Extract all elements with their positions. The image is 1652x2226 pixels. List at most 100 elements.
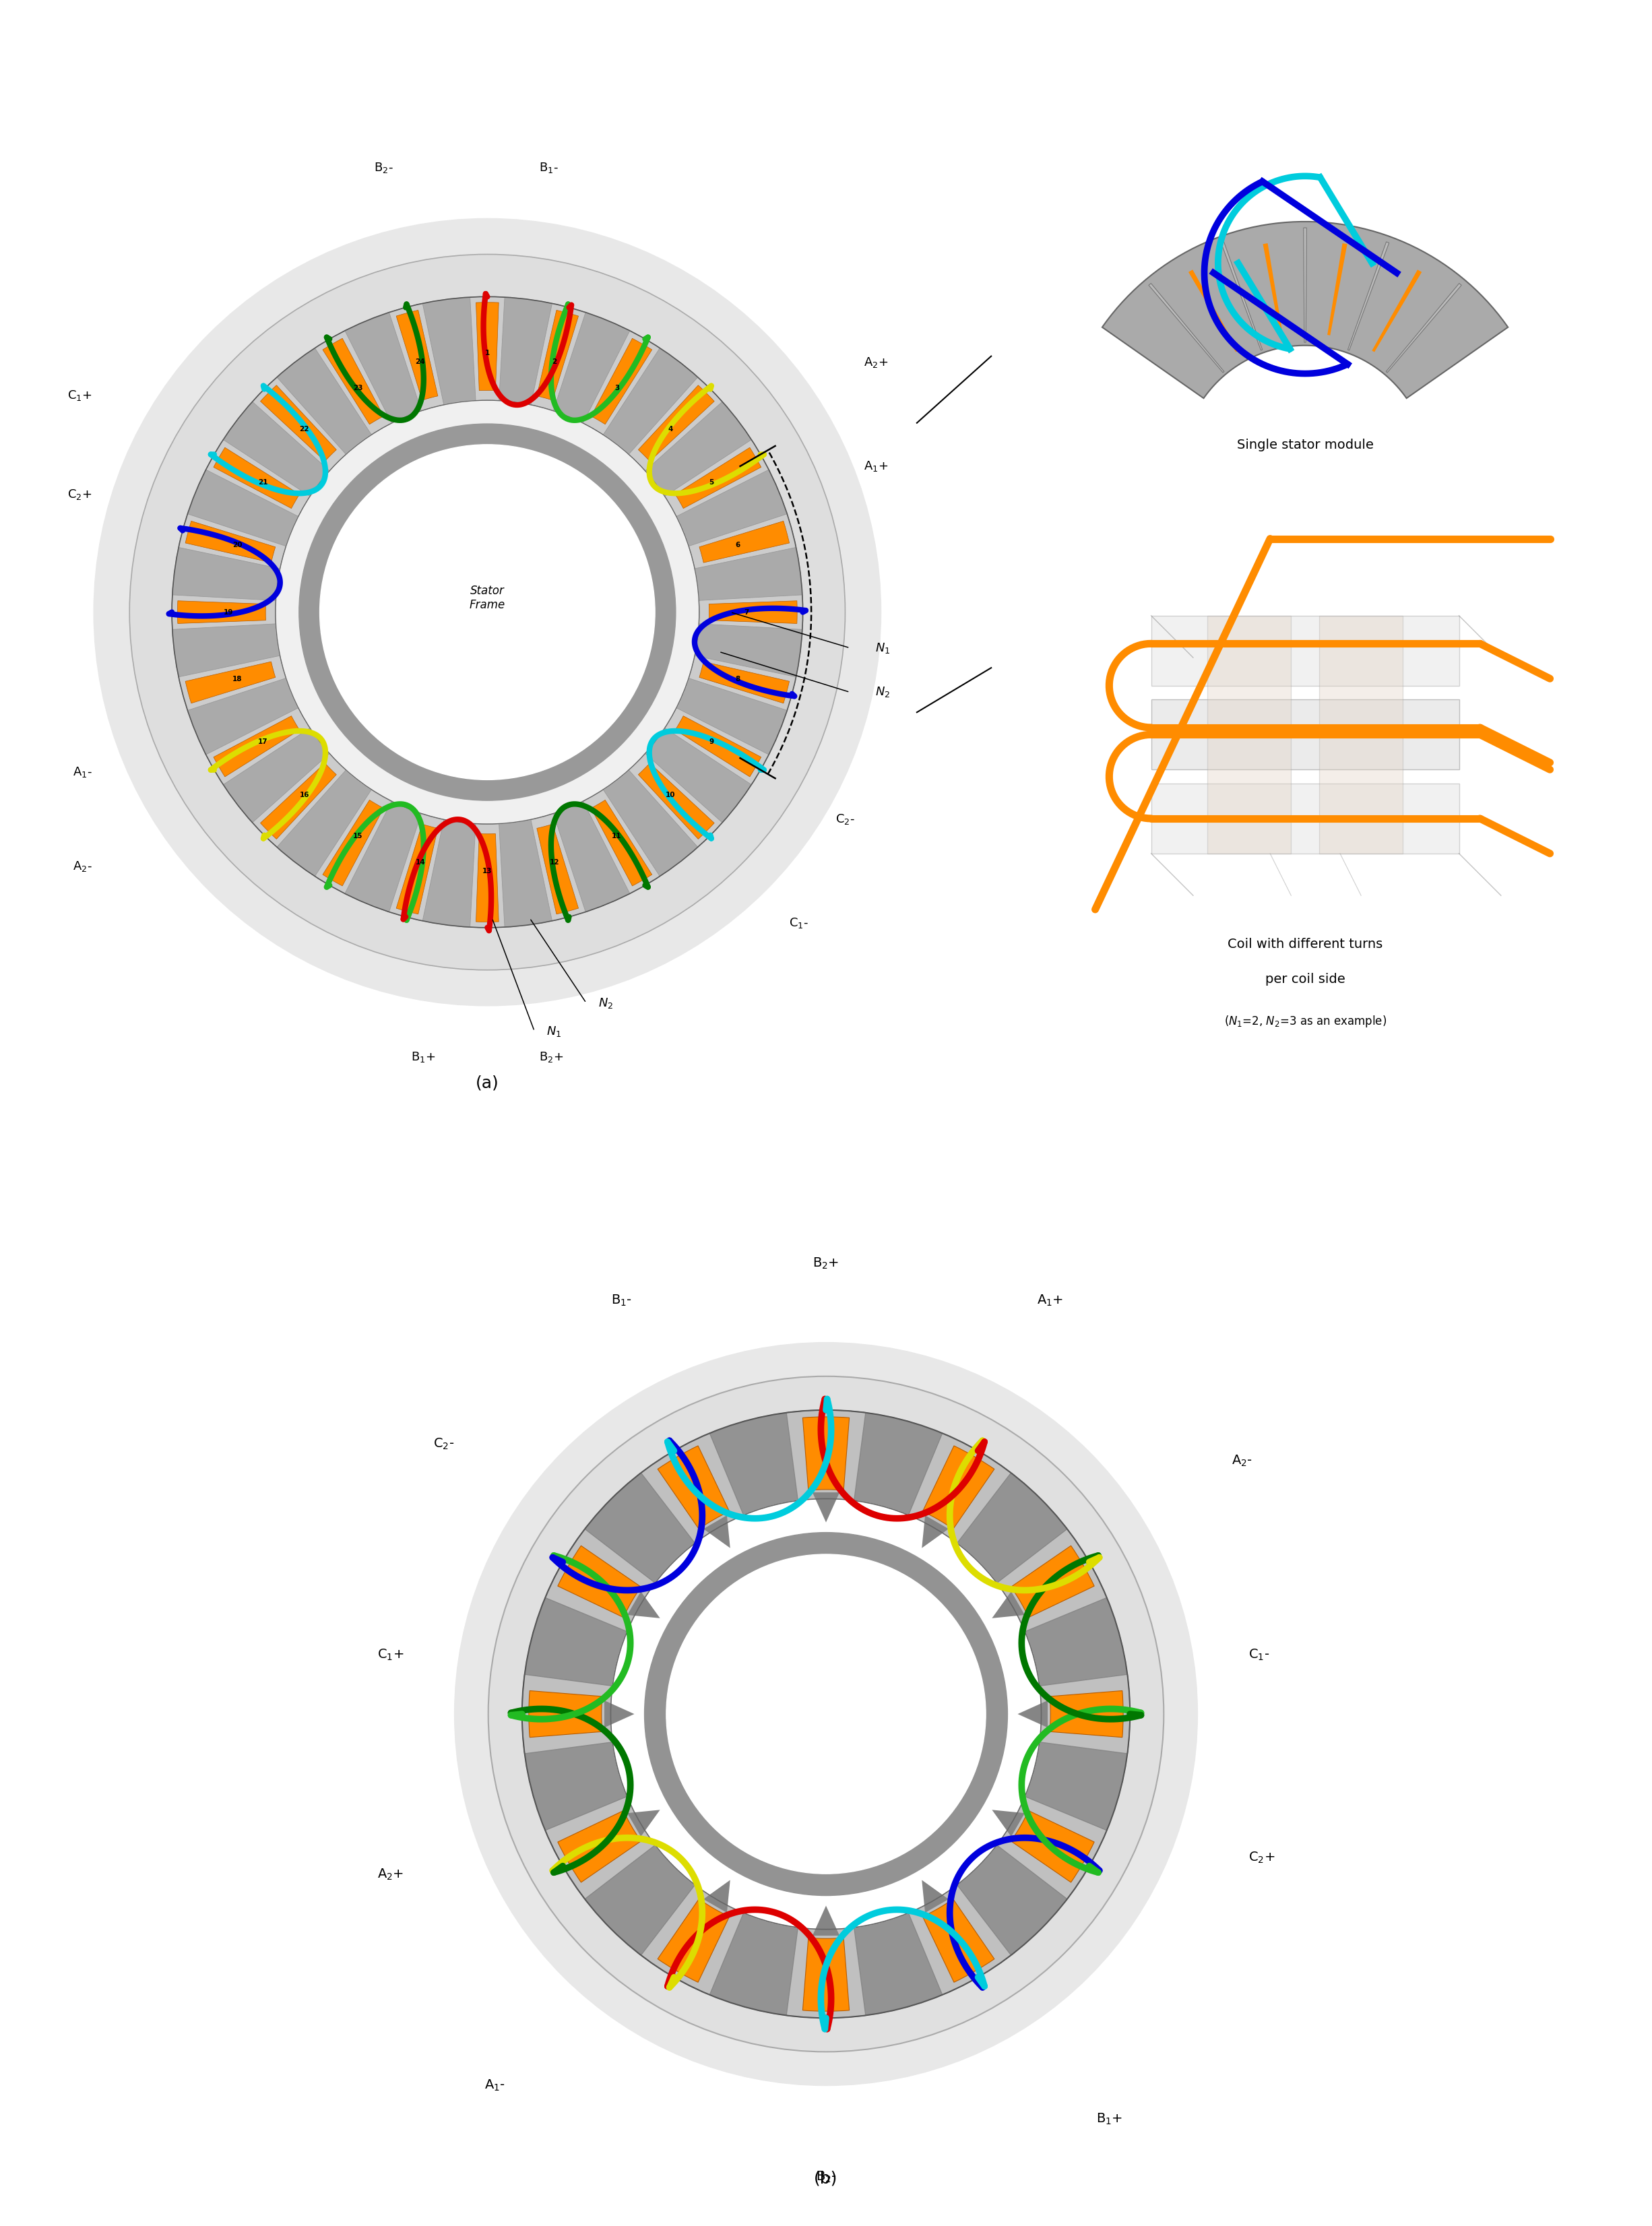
Text: (b): (b) xyxy=(814,2170,838,2186)
Polygon shape xyxy=(605,1701,634,1727)
Text: 5: 5 xyxy=(709,479,714,485)
Text: C$_2$+: C$_2$+ xyxy=(68,487,93,501)
Text: 4: 4 xyxy=(667,425,672,432)
Wedge shape xyxy=(261,764,337,839)
Wedge shape xyxy=(657,1445,729,1529)
Circle shape xyxy=(666,1554,986,1874)
Wedge shape xyxy=(1049,1692,1123,1736)
Wedge shape xyxy=(261,385,337,461)
Polygon shape xyxy=(1221,243,1262,349)
Wedge shape xyxy=(476,303,499,390)
Wedge shape xyxy=(172,594,276,630)
Wedge shape xyxy=(537,309,578,401)
Polygon shape xyxy=(991,1810,1024,1836)
Wedge shape xyxy=(638,764,714,839)
Wedge shape xyxy=(629,755,722,848)
Wedge shape xyxy=(689,514,796,568)
Wedge shape xyxy=(177,601,266,623)
Wedge shape xyxy=(253,376,345,470)
Wedge shape xyxy=(178,514,286,568)
Wedge shape xyxy=(676,447,762,508)
Wedge shape xyxy=(206,708,311,784)
Text: B$_2$+: B$_2$+ xyxy=(813,1255,839,1271)
Text: 19: 19 xyxy=(223,608,233,617)
Wedge shape xyxy=(558,1810,641,1883)
Wedge shape xyxy=(803,1416,849,1489)
Text: B$_1$-: B$_1$- xyxy=(611,1293,631,1307)
Wedge shape xyxy=(786,1928,866,2019)
Wedge shape xyxy=(537,824,578,915)
Wedge shape xyxy=(213,717,299,777)
Wedge shape xyxy=(185,521,276,563)
Text: A$_1$+: A$_1$+ xyxy=(1037,1293,1064,1307)
Wedge shape xyxy=(476,835,499,922)
Wedge shape xyxy=(530,303,585,412)
Circle shape xyxy=(611,1498,1041,1930)
Wedge shape xyxy=(699,594,803,630)
Wedge shape xyxy=(316,332,392,434)
Text: A$_2$+: A$_2$+ xyxy=(377,1868,403,1881)
Text: 12: 12 xyxy=(550,859,560,866)
Text: 20: 20 xyxy=(233,541,243,548)
Text: 2: 2 xyxy=(552,358,557,365)
Text: A$_1$-: A$_1$- xyxy=(73,766,93,779)
Polygon shape xyxy=(1303,227,1307,343)
Wedge shape xyxy=(471,824,504,928)
Text: C$_2$+: C$_2$+ xyxy=(1249,1850,1275,1865)
Polygon shape xyxy=(922,1881,948,1912)
Text: A$_2$-: A$_2$- xyxy=(1231,1454,1252,1467)
Polygon shape xyxy=(1262,243,1284,336)
Wedge shape xyxy=(213,447,299,508)
Text: C$_2$-: C$_2$- xyxy=(836,812,856,826)
Wedge shape xyxy=(396,309,438,401)
Polygon shape xyxy=(1348,243,1389,349)
Wedge shape xyxy=(786,1409,866,1500)
Text: B$_2$-: B$_2$- xyxy=(373,160,393,174)
Polygon shape xyxy=(1148,283,1224,372)
Polygon shape xyxy=(922,1516,948,1547)
Text: 10: 10 xyxy=(666,792,676,799)
Text: $N_2$: $N_2$ xyxy=(876,686,890,699)
Wedge shape xyxy=(390,303,444,412)
Wedge shape xyxy=(178,657,286,710)
Circle shape xyxy=(94,218,881,1006)
Wedge shape xyxy=(396,824,438,915)
Polygon shape xyxy=(813,1491,839,1523)
Text: 22: 22 xyxy=(299,425,309,432)
Wedge shape xyxy=(629,376,722,470)
Wedge shape xyxy=(664,708,768,784)
Wedge shape xyxy=(529,1692,603,1736)
Wedge shape xyxy=(390,812,444,922)
Polygon shape xyxy=(704,1881,730,1912)
Wedge shape xyxy=(322,338,383,425)
Polygon shape xyxy=(704,1516,730,1547)
FancyBboxPatch shape xyxy=(1151,617,1459,686)
Text: A$_1$+: A$_1$+ xyxy=(864,459,889,472)
Wedge shape xyxy=(657,1899,729,1983)
Text: B$_2$+: B$_2$+ xyxy=(539,1051,563,1064)
Wedge shape xyxy=(583,790,659,893)
Text: 24: 24 xyxy=(415,358,425,365)
Wedge shape xyxy=(583,332,659,434)
Wedge shape xyxy=(923,1445,995,1529)
Text: 9: 9 xyxy=(709,739,714,746)
Wedge shape xyxy=(1011,1810,1094,1883)
Wedge shape xyxy=(689,657,796,710)
Wedge shape xyxy=(641,1434,743,1543)
Polygon shape xyxy=(1102,223,1508,398)
Text: A$_2$-: A$_2$- xyxy=(73,859,93,873)
Wedge shape xyxy=(641,1885,743,1994)
Wedge shape xyxy=(591,799,653,886)
FancyBboxPatch shape xyxy=(1151,784,1459,853)
Circle shape xyxy=(172,296,803,928)
Text: 16: 16 xyxy=(299,792,309,799)
Text: $N_2$: $N_2$ xyxy=(598,997,613,1011)
FancyBboxPatch shape xyxy=(1318,617,1403,853)
Wedge shape xyxy=(909,1885,1011,1994)
Wedge shape xyxy=(316,790,392,893)
Wedge shape xyxy=(996,1796,1107,1899)
FancyBboxPatch shape xyxy=(1208,617,1292,853)
Circle shape xyxy=(299,423,676,801)
Text: B$_1$-: B$_1$- xyxy=(539,160,558,174)
Text: 11: 11 xyxy=(611,833,621,839)
